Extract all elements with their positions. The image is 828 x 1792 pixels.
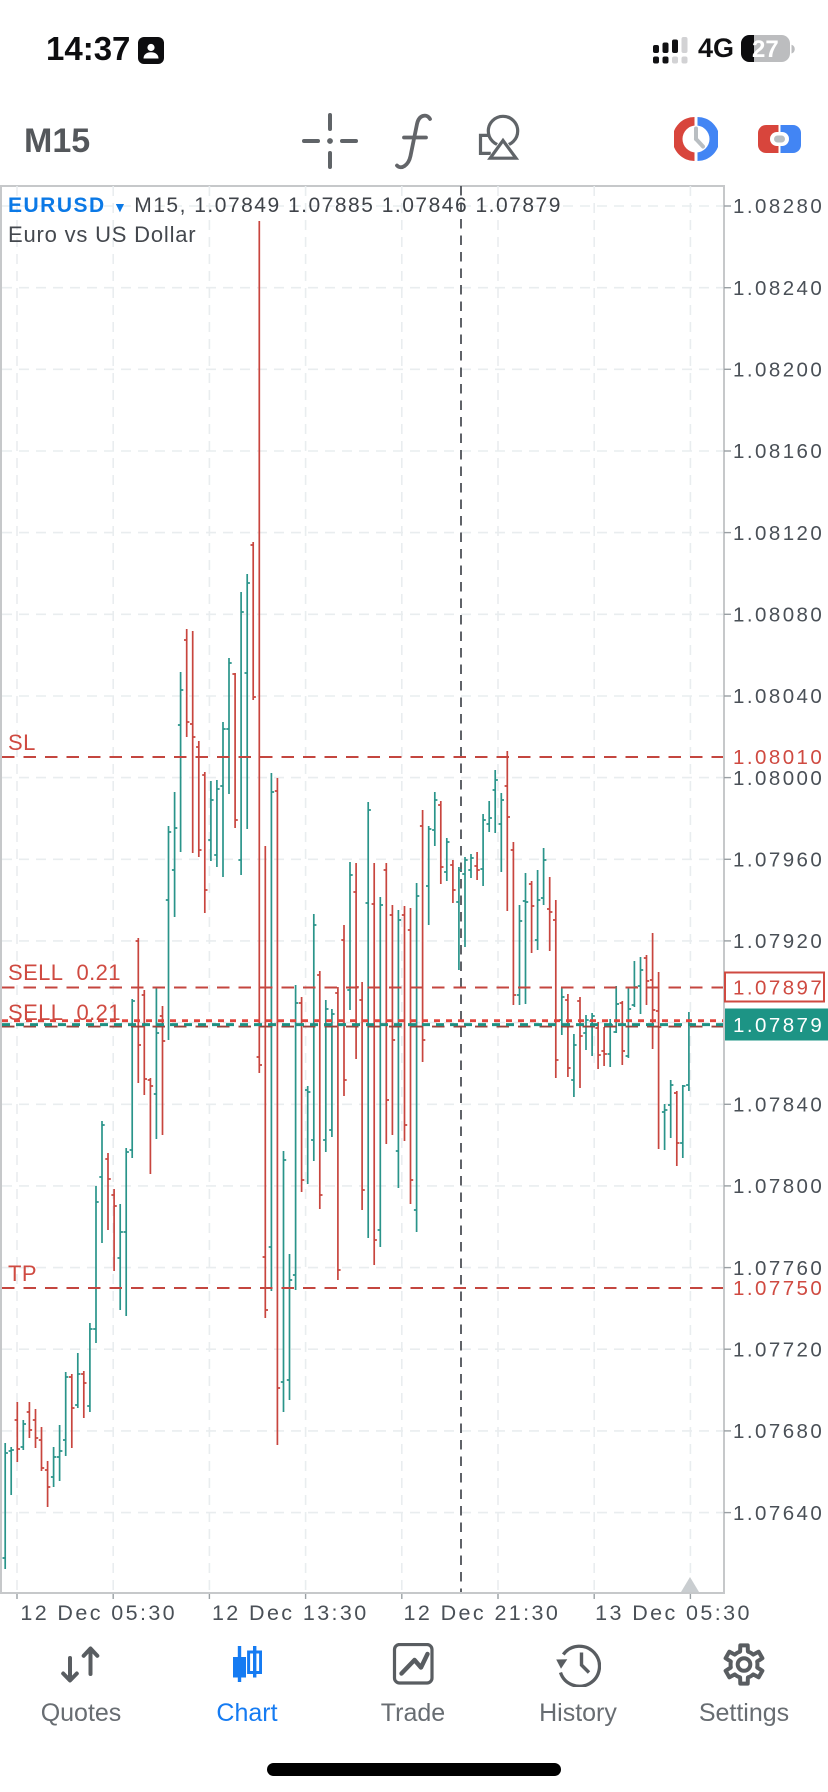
svg-text:1.08120: 1.08120 xyxy=(733,522,824,545)
svg-text:1.07897: 1.07897 xyxy=(733,977,824,1000)
svg-text:1.07800: 1.07800 xyxy=(733,1175,824,1198)
svg-text:SL: SL xyxy=(8,730,36,755)
svg-text:27: 27 xyxy=(752,36,779,63)
svg-text:SELL 0.21: SELL 0.21 xyxy=(8,1000,121,1025)
svg-text:1.07720: 1.07720 xyxy=(733,1338,824,1361)
svg-text:13 Dec 05:30: 13 Dec 05:30 xyxy=(595,1601,752,1625)
svg-text:1.08080: 1.08080 xyxy=(733,604,824,627)
svg-text:1.07920: 1.07920 xyxy=(733,930,824,953)
svg-text:1.08010: 1.08010 xyxy=(733,746,824,769)
svg-text:1.07960: 1.07960 xyxy=(733,849,824,872)
svg-text:12 Dec 13:30: 12 Dec 13:30 xyxy=(212,1601,369,1625)
svg-text:1.08240: 1.08240 xyxy=(733,277,824,300)
svg-text:12 Dec 21:30: 12 Dec 21:30 xyxy=(404,1601,561,1625)
svg-text:SELL 0.21: SELL 0.21 xyxy=(8,960,121,985)
svg-text:1.08040: 1.08040 xyxy=(733,685,824,708)
svg-text:1.07680: 1.07680 xyxy=(733,1420,824,1443)
svg-text:1.08280: 1.08280 xyxy=(733,195,824,218)
svg-text:1.07640: 1.07640 xyxy=(733,1502,824,1525)
svg-text:TP: TP xyxy=(8,1261,37,1286)
svg-text:1.08160: 1.08160 xyxy=(733,440,824,463)
svg-text:12 Dec 05:30: 12 Dec 05:30 xyxy=(20,1601,177,1625)
svg-text:1.08200: 1.08200 xyxy=(733,359,824,382)
svg-text:1.07840: 1.07840 xyxy=(733,1094,824,1117)
svg-text:1.07760: 1.07760 xyxy=(733,1257,824,1280)
svg-text:1.07879: 1.07879 xyxy=(733,1014,824,1037)
svg-text:1.08000: 1.08000 xyxy=(733,767,824,790)
svg-text:1.07750: 1.07750 xyxy=(733,1277,824,1300)
